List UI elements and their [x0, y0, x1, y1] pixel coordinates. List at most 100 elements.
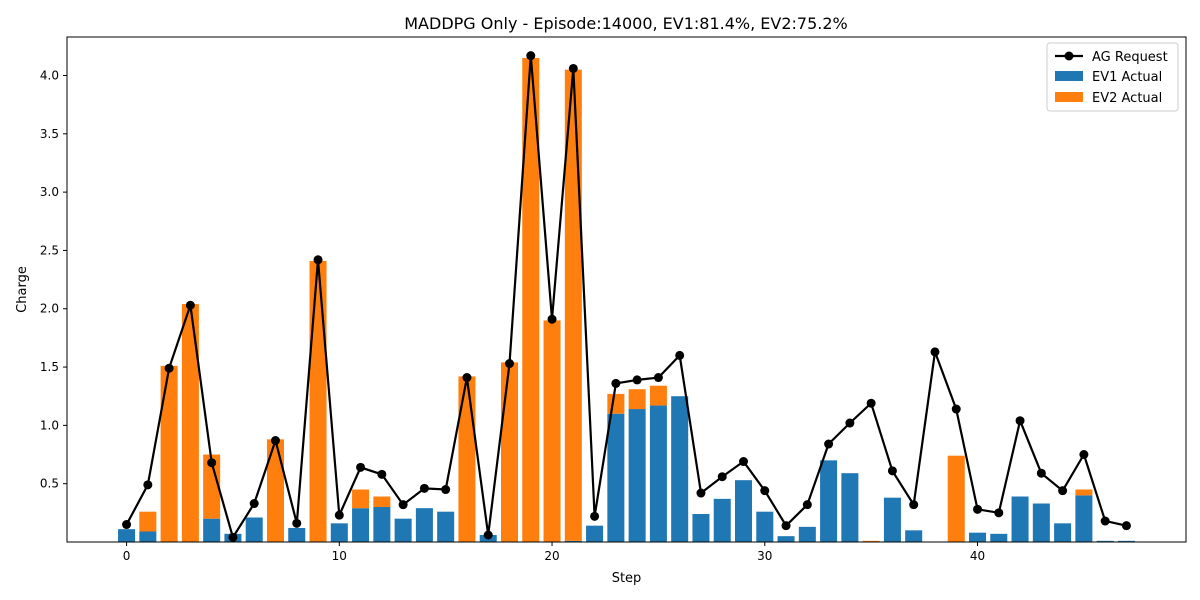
request-line-layer [122, 51, 1131, 542]
request-marker-step-24 [632, 375, 642, 385]
request-marker-step-14 [419, 483, 429, 493]
bar-ev2-step-4 [203, 454, 221, 519]
bar-ev2-step-16 [458, 376, 476, 542]
bar-ev1-step-46 [1096, 540, 1114, 542]
request-marker-step-9 [313, 255, 323, 265]
request-marker-step-46 [1100, 516, 1110, 526]
request-marker-step-1 [143, 480, 153, 490]
bar-ev1-step-21 [564, 540, 582, 542]
request-marker-step-21 [568, 63, 578, 73]
bar-ev2-step-45 [1075, 489, 1093, 496]
request-marker-step-42 [1015, 416, 1025, 426]
request-marker-step-8 [292, 518, 302, 528]
request-marker-step-39 [951, 404, 961, 414]
bar-ev1-step-34 [841, 473, 859, 542]
bar-ev1-step-42 [1011, 496, 1029, 542]
bar-ev1-step-27 [692, 514, 710, 542]
request-marker-step-12 [377, 469, 387, 479]
y-axis: 0.5 1.0 1.5 2.0 2.5 3.0 3.5 4.0 [40, 68, 67, 491]
bar-ev2-step-12 [373, 496, 391, 508]
bar-ev1-step-31 [777, 536, 795, 542]
request-marker-step-19 [526, 51, 536, 61]
bar-ev1-step-10 [330, 523, 348, 542]
request-marker-step-33 [824, 439, 834, 449]
x-tick-label-0: 0 [123, 549, 131, 563]
legend-label-ev2: EV2 Actual [1092, 91, 1162, 106]
bar-ev2-step-24 [628, 389, 646, 410]
request-marker-step-4 [207, 458, 217, 468]
bar-ev1-step-0 [118, 529, 136, 542]
y-tick-label-3.5: 3.5 [40, 127, 59, 141]
x-axis-label: Step [612, 571, 642, 586]
request-marker-step-43 [1036, 468, 1046, 478]
request-marker-step-17 [483, 530, 493, 540]
bar-ev2-step-35 [862, 540, 880, 542]
request-marker-step-6 [249, 499, 259, 509]
bar-ev1-step-44 [1054, 523, 1072, 542]
plot-area-frame [66, 36, 1187, 543]
request-marker-step-29 [739, 457, 749, 467]
y-tick-label-1: 1.0 [40, 418, 59, 432]
request-marker-step-27 [696, 488, 706, 498]
x-tick-label-30: 30 [757, 549, 772, 563]
bar-ev2-step-21 [564, 69, 582, 541]
request-marker-step-34 [845, 418, 855, 428]
bar-ev1-step-40 [969, 532, 987, 542]
request-marker-step-32 [802, 500, 812, 510]
request-marker-step-28 [717, 472, 727, 482]
bar-ev1-step-29 [734, 480, 753, 542]
request-marker-step-31 [781, 521, 791, 531]
request-marker-step-2 [164, 363, 174, 373]
bar-ev2-step-2 [160, 365, 178, 542]
bar-ev1-step-11 [352, 508, 370, 542]
bar-ev1-step-4 [203, 518, 221, 542]
legend-label-ev1: EV1 Actual [1092, 70, 1162, 85]
legend-swatch-ev1 [1055, 71, 1083, 81]
request-marker-step-10 [334, 510, 344, 520]
bar-ev1-step-37 [905, 530, 923, 542]
request-marker-step-44 [1058, 486, 1068, 496]
bar-ev2-step-23 [607, 393, 625, 414]
request-marker-step-15 [441, 485, 451, 495]
request-line [125, 55, 1127, 540]
y-tick-label-4: 4.0 [40, 68, 59, 82]
y-tick-label-2.5: 2.5 [40, 243, 59, 257]
bar-ev2-step-20 [543, 320, 561, 542]
request-marker-step-26 [675, 350, 685, 360]
bar-ev2-step-3 [181, 304, 199, 542]
x-tick-label-20: 20 [544, 549, 559, 563]
x-tick-label-40: 40 [970, 549, 985, 563]
bar-ev1-step-26 [671, 396, 689, 542]
request-marker-step-20 [547, 314, 557, 324]
y-tick-label-0.5: 0.5 [40, 477, 59, 491]
request-marker-step-38 [930, 347, 940, 357]
bar-ev1-step-6 [245, 517, 263, 542]
bar-ev1-step-41 [990, 533, 1008, 542]
bar-ev1-step-43 [1032, 503, 1050, 542]
y-tick-label-1.5: 1.5 [40, 360, 59, 374]
request-marker-step-18 [504, 359, 514, 369]
request-marker-step-3 [185, 300, 195, 310]
request-marker-step-16 [462, 373, 472, 383]
request-marker-step-7 [270, 436, 280, 446]
request-marker-step-25 [653, 373, 663, 383]
bar-ev1-step-22 [586, 525, 604, 542]
bar-ev1-step-8 [288, 528, 306, 542]
request-marker-step-41 [994, 508, 1004, 518]
request-marker-step-40 [973, 504, 983, 514]
bars-layer [118, 57, 1135, 542]
bar-ev2-step-7 [266, 439, 284, 542]
y-tick-label-3: 3.0 [40, 185, 59, 199]
request-marker-step-35 [866, 398, 876, 408]
request-marker-step-23 [611, 378, 621, 388]
bar-ev1-step-28 [713, 498, 731, 542]
request-marker-step-5 [228, 532, 238, 542]
bar-ev2-step-39 [947, 455, 965, 542]
bar-ev1-step-45 [1075, 495, 1093, 542]
bar-ev1-step-36 [883, 497, 901, 542]
x-axis: 0 10 20 30 40 [123, 542, 985, 563]
bar-ev2-step-18 [500, 362, 519, 542]
bar-ev2-step-1 [139, 511, 157, 532]
request-marker-step-47 [1121, 521, 1131, 531]
request-marker-step-22 [590, 511, 600, 521]
